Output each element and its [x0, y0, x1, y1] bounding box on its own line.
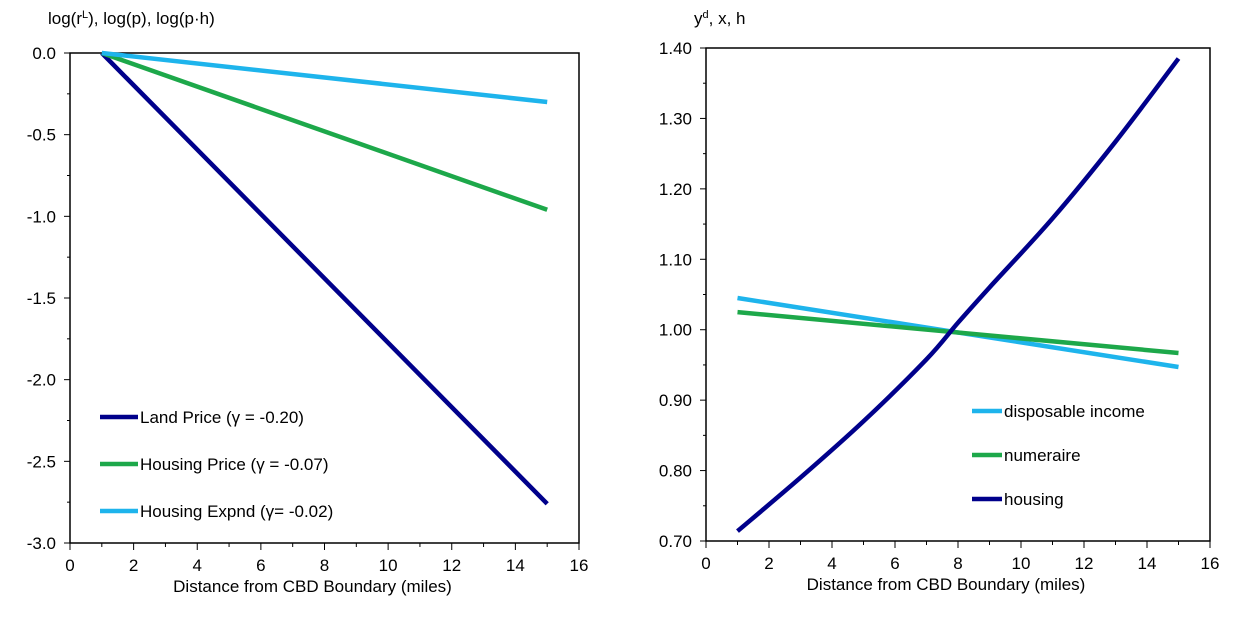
- x-tick-label: 16: [1201, 554, 1220, 573]
- series-line-housing: [101, 50, 548, 212]
- x-axis-label: Distance from CBD Boundary (miles): [173, 577, 452, 596]
- series-line-land: [100, 51, 549, 506]
- x-tick-label: 4: [193, 556, 202, 575]
- x-tick-label: 16: [570, 556, 589, 575]
- y-tick-label: -3.0: [27, 534, 56, 553]
- x-tick-label: 8: [953, 554, 962, 573]
- legend-entry-label: housing: [1004, 490, 1064, 509]
- x-tick-label: 12: [442, 556, 461, 575]
- y-tick-label: 1.10: [659, 250, 692, 269]
- y-tick-label: 0.90: [659, 391, 692, 410]
- legend-entry-label: Housing Price (γ = -0.07): [140, 455, 329, 474]
- legend: disposable income numeraire housing: [972, 402, 1145, 509]
- y-axis-label: log(rL), log(p), log(p·h): [48, 9, 215, 28]
- x-tick-label: 10: [1012, 554, 1031, 573]
- y-tick-label: -1.0: [27, 207, 56, 226]
- x-tick-label: 14: [1138, 554, 1157, 573]
- x-tick-label: 6: [890, 554, 899, 573]
- legend-entry-label: Housing Expnd (γ= -0.02): [140, 502, 333, 521]
- chart-panel-1: 0 2 4 6 8 10 12 14 16 0.0 -0.5 -1.0 -1.5 -2.0 -2.5 -3.0…: [27, 9, 589, 596]
- x-tick-label: 0: [65, 556, 74, 575]
- x-tick-label: 2: [764, 554, 773, 573]
- y-tick-label: -2.5: [27, 452, 56, 471]
- chart-panel-2: 0 2 4 6 8 10 12 14 16 1.40 1.30 1.20 1.10 1.00 0.90 0.8…: [659, 9, 1220, 594]
- legend: Land Price (γ = -0.20) Housing Price (γ =…: [100, 408, 333, 521]
- legend-entry-label: disposable income: [1004, 402, 1145, 421]
- y-tick-label: 0.80: [659, 462, 692, 481]
- x-tick-label: 12: [1075, 554, 1094, 573]
- series-line-housing: [736, 57, 1181, 533]
- series-line-housing: [101, 50, 548, 105]
- y-tick-label: 1.40: [659, 39, 692, 58]
- y-tick-label: 1.00: [659, 321, 692, 340]
- x-tick-label: 4: [827, 554, 836, 573]
- x-tick-label: 2: [129, 556, 138, 575]
- y-tick-label: 1.30: [659, 109, 692, 128]
- x-tick-label: 0: [701, 554, 710, 573]
- x-tick-label: 8: [320, 556, 329, 575]
- x-axis-label: Distance from CBD Boundary (miles): [807, 575, 1086, 594]
- x-tick-label: 6: [256, 556, 265, 575]
- y-tick-label: 1.20: [659, 180, 692, 199]
- legend-entry-label: Land Price (γ = -0.20): [140, 408, 304, 427]
- y-tick-label: -1.5: [27, 289, 56, 308]
- x-tick-label: 14: [506, 556, 525, 575]
- y-tick-label: 0.70: [659, 532, 692, 551]
- y-tick-label: -2.0: [27, 371, 56, 390]
- plot-area-frame: [705, 47, 1211, 542]
- y-tick-label: 0.0: [32, 44, 56, 63]
- y-tick-label: -0.5: [27, 126, 56, 145]
- x-tick-label: 10: [379, 556, 398, 575]
- series-line-numeraire: [737, 309, 1179, 356]
- legend-entry-label: numeraire: [1004, 446, 1081, 465]
- y-axis-label: yd, x, h: [694, 9, 745, 28]
